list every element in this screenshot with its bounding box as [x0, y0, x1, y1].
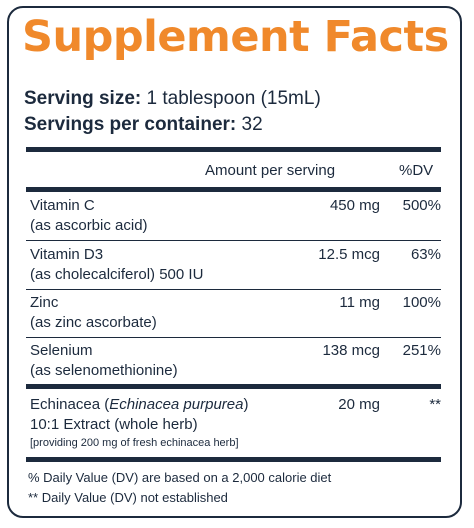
bottom-thick-divider [26, 457, 441, 462]
nutrient-amount-selenium: 138 mcg [322, 342, 380, 359]
mid-thick-divider [26, 384, 441, 389]
servings-per-container-value: 32 [241, 114, 263, 135]
serving-size: Serving size: 1 tablespoon (15mL) [24, 88, 321, 110]
top-thick-divider [26, 147, 441, 152]
supplement-facts-panel [7, 6, 462, 518]
nutrient-name-vitamin-d3: Vitamin D3 [30, 246, 104, 263]
herb-name-prefix: Echinacea ( [30, 396, 110, 413]
herb-extract-line: 10:1 Extract (whole herb) [30, 416, 198, 433]
nutrient-dv-vitamin-c: 500% [402, 197, 441, 214]
nutrient-name-selenium: Selenium [30, 342, 93, 359]
nutrient-dv-zinc: 100% [402, 294, 441, 311]
servings-per-container-label: Servings per container: [24, 114, 237, 135]
nutrient-name-vitamin-c: Vitamin C [30, 197, 95, 214]
panel-title: Supplement Facts [22, 12, 449, 62]
header-thick-divider [26, 187, 441, 192]
herb-name-suffix: ) [243, 396, 249, 413]
footnote-dv-basis: % Daily Value (DV) are based on a 2,000 … [28, 470, 332, 485]
nutrient-amount-vitamin-d3: 12.5 mcg [318, 246, 380, 263]
dv-header: %DV [399, 162, 434, 179]
serving-size-label: Serving size: [24, 88, 142, 109]
servings-per-container: Servings per container: 32 [24, 114, 263, 136]
nutrient-source-vitamin-d3: (as cholecalciferol) 500 IU [30, 266, 204, 283]
nutrient-amount-zinc: 11 mg [339, 294, 380, 311]
row-divider [26, 240, 441, 241]
row-divider [26, 289, 441, 290]
nutrient-name-zinc: Zinc [30, 294, 59, 311]
row-divider [26, 337, 441, 338]
nutrient-source-zinc: (as zinc ascorbate) [30, 314, 157, 331]
nutrient-source-selenium: (as selenomethionine) [30, 362, 178, 379]
amount-per-serving-header: Amount per serving [205, 162, 336, 179]
nutrient-amount-vitamin-c: 450 mg [329, 197, 380, 214]
herb-amount: 20 mg [338, 396, 380, 413]
herb-latin-name: Echinacea purpurea [109, 396, 244, 413]
herb-name: Echinacea (Echinacea purpurea) [30, 396, 248, 414]
nutrient-dv-vitamin-d3: 63% [410, 246, 441, 263]
nutrient-dv-selenium: 251% [402, 342, 441, 359]
herb-dv: ** [429, 396, 441, 413]
footnote-dv-not-established: ** Daily Value (DV) not established [28, 490, 228, 505]
serving-size-value: 1 tablespoon (15mL) [146, 88, 321, 109]
herb-providing-line: [providing 200 mg of fresh echinacea her… [30, 437, 239, 449]
nutrient-source-vitamin-c: (as ascorbic acid) [30, 217, 148, 234]
